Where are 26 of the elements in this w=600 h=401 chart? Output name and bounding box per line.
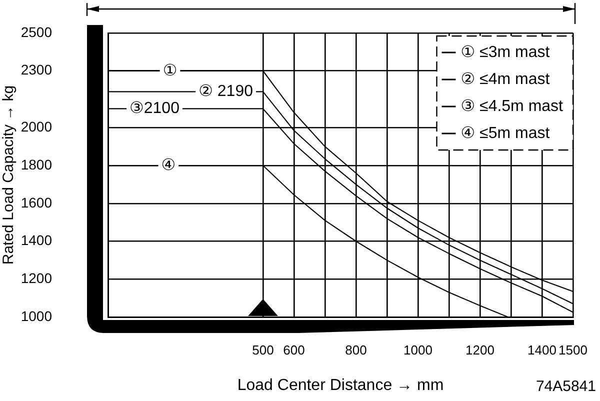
x-tick-label: 1000 bbox=[404, 342, 432, 358]
x-tick-label: 1400 bbox=[528, 342, 556, 358]
legend-label: ④ ≤5m mast bbox=[460, 124, 550, 142]
y-tick-label: 2500 bbox=[20, 24, 52, 40]
x-tick-label: 1500 bbox=[558, 342, 588, 358]
annotation: ① bbox=[162, 62, 178, 80]
y-tick-label: 1400 bbox=[20, 232, 52, 248]
y-tick-label: 1600 bbox=[20, 194, 52, 210]
legend-label: ③ ≤4.5m mast bbox=[460, 98, 564, 115]
x-tick-label: 800 bbox=[345, 342, 367, 358]
text: 74A5841 bbox=[536, 378, 596, 396]
x-axis-title: Load Center Distance → mm bbox=[237, 376, 444, 394]
x-tick-label: 500 bbox=[252, 342, 274, 358]
y-axis-title: Rated Load Capacity → kg bbox=[0, 85, 18, 265]
x-tick-label: 1200 bbox=[466, 342, 494, 358]
annotation: ④ bbox=[161, 156, 176, 174]
legend-label: ② ≤4m mast bbox=[460, 70, 550, 88]
y-tick-label: 2000 bbox=[20, 118, 52, 135]
annotation: ② 2190 bbox=[198, 83, 254, 100]
legend-label: ① ≤3m mast bbox=[460, 44, 550, 61]
y-tick-label: 1800 bbox=[20, 156, 52, 172]
annotation: ③2100 bbox=[130, 100, 180, 118]
x-tick-label: 600 bbox=[283, 342, 305, 358]
y-tick-label: 1200 bbox=[20, 270, 52, 286]
y-tick-label: 2300 bbox=[20, 62, 52, 78]
y-tick-label: 1000 bbox=[20, 308, 52, 324]
